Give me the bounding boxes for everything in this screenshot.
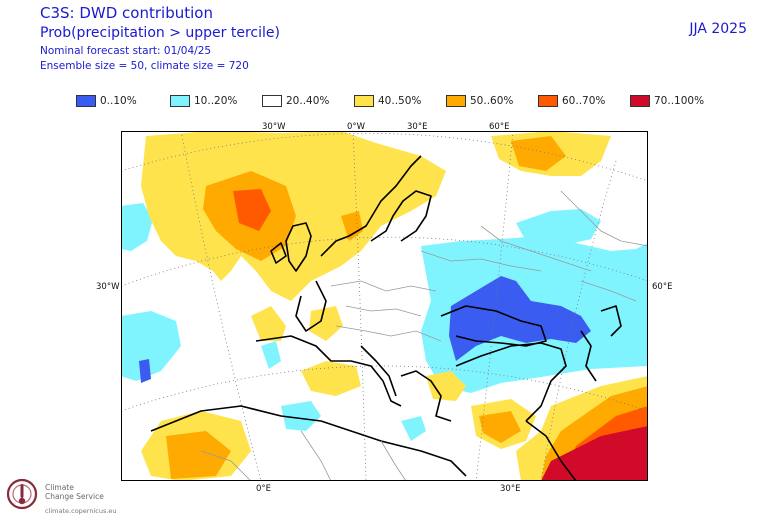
legend-swatch: [446, 95, 466, 107]
graticule: [121, 131, 648, 481]
region-blue-eastern-europe: [449, 276, 591, 361]
region-orange-egypt: [479, 411, 521, 443]
legend-swatch: [170, 95, 190, 107]
legend-swatch: [76, 95, 96, 107]
legend-item-0-10: 0..10%: [76, 94, 137, 108]
season-label: JJA 2025: [689, 21, 747, 37]
region-cyan-iberia: [261, 341, 281, 369]
legend-label: 50..60%: [470, 95, 514, 107]
logo-line1: Climate: [45, 483, 74, 492]
ensemble-size-text: Ensemble size = 50, climate size = 720: [40, 60, 249, 72]
map-title: C3S: DWD contribution: [40, 4, 213, 22]
region-cyan-sahara: [281, 401, 321, 431]
legend-item-50-60: 50..60%: [446, 94, 513, 108]
thermometer-icon: [6, 478, 38, 510]
legend-swatch: [538, 95, 558, 107]
region-cyan-west: [121, 203, 153, 251]
bottom-label-0e: 0°E: [256, 484, 272, 494]
legend-label: 70..100%: [654, 95, 705, 107]
legend-swatch: [262, 95, 282, 107]
top-label-0w: 0°W: [347, 122, 366, 132]
region-yellow-france: [309, 306, 343, 341]
legend-label: 20..40%: [286, 95, 330, 107]
legend-item-70-100: 70..100%: [630, 94, 704, 108]
copernicus-logo: Climate Change Service climate.copernicu…: [5, 474, 125, 518]
region-yellow-balkan: [426, 371, 466, 401]
logo-url: climate.copernicus.eu: [45, 507, 117, 515]
top-label-30w: 30°W: [262, 122, 286, 132]
legend-item-60-70: 60..70%: [538, 94, 605, 108]
region-red-middle-east: [541, 426, 648, 481]
legend-label: 10..20%: [194, 95, 238, 107]
legend-item-20-40: 20..40%: [262, 94, 329, 108]
legend-item-10-20: 10..20%: [170, 94, 237, 108]
legend-item-40-50: 40..50%: [354, 94, 421, 108]
region-yellow-italy: [301, 361, 361, 396]
region-orange-africa: [166, 431, 231, 479]
legend-label: 60..70%: [562, 95, 606, 107]
legend-swatch: [630, 95, 650, 107]
left-label-30w: 30°W: [96, 282, 120, 292]
top-label-30e: 30°E: [407, 122, 428, 132]
legend-swatch: [354, 95, 374, 107]
region-orange-ne: [511, 136, 566, 171]
region-yellow-iberia: [251, 306, 286, 341]
coastlines: [150, 155, 622, 481]
legend-label: 0..10%: [100, 95, 137, 107]
right-label-60e: 60°E: [652, 282, 673, 292]
logo-line2: Change Service: [45, 492, 104, 501]
region-cyan-sw: [121, 311, 181, 381]
bottom-label-30e: 30°E: [500, 484, 521, 494]
region-orange-scandinavia: [341, 211, 363, 241]
region-cyan-ne: [516, 209, 601, 246]
map-subtitle: Prob(precipitation > upper tercile): [40, 25, 280, 41]
region-redorange-atlantic: [233, 189, 271, 231]
country-borders: [200, 190, 648, 481]
region-blue-west: [139, 359, 151, 383]
probability-map: [121, 131, 648, 481]
legend-label: 40..50%: [378, 95, 422, 107]
top-label-60e: 60°E: [489, 122, 510, 132]
forecast-start-text: Nominal forecast start: 01/04/25: [40, 45, 212, 57]
region-cyan-libya: [401, 416, 426, 441]
